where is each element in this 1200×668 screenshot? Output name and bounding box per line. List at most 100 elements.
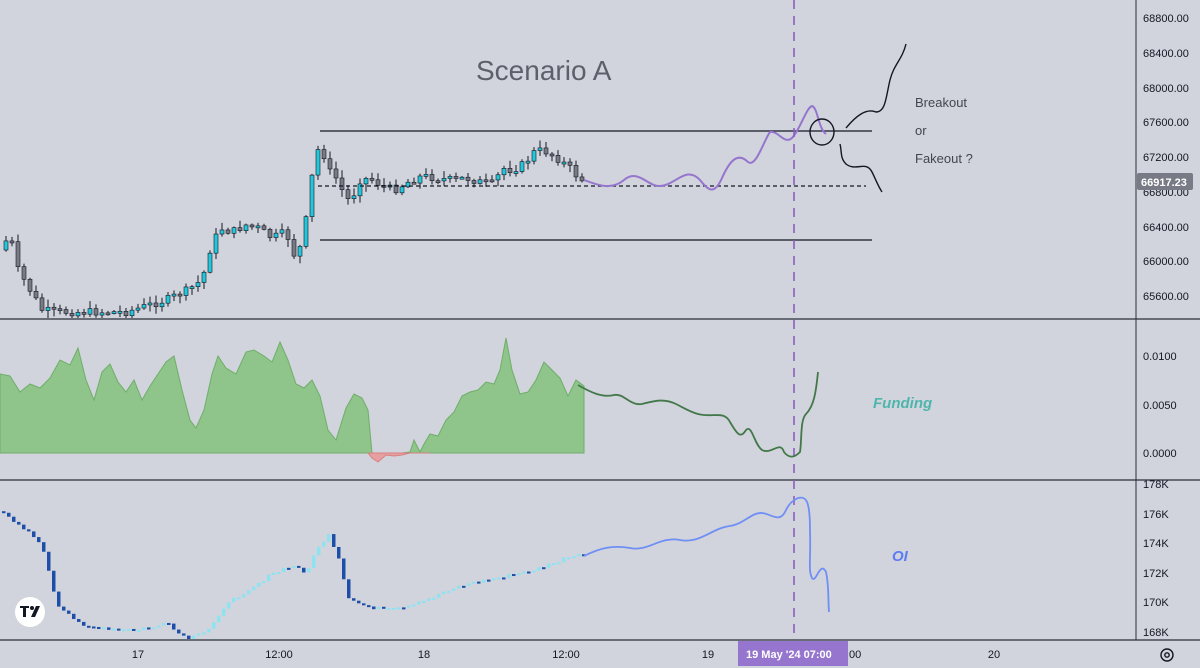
oi-candle-body xyxy=(42,542,46,552)
oi-candle-body xyxy=(92,626,96,629)
price-candle-body xyxy=(411,181,417,185)
oi-tick-label: 168K xyxy=(1143,627,1169,639)
oi-candle-body xyxy=(277,572,281,575)
oi-candle-body xyxy=(417,601,421,605)
oi-candle-body xyxy=(382,606,386,609)
price-candle-body xyxy=(141,304,147,309)
oi-candle-body xyxy=(397,607,401,610)
price-tick-label: 68000.00 xyxy=(1143,83,1189,95)
price-tick-label: 67200.00 xyxy=(1143,152,1189,164)
scenario-title: Scenario A xyxy=(476,55,612,86)
oi-candle-body xyxy=(122,629,126,632)
price-candle-body xyxy=(15,241,21,267)
last-price-value: 66917.23 xyxy=(1141,177,1187,189)
price-tick-label: 65600.00 xyxy=(1143,291,1189,303)
oi-candle-body xyxy=(162,622,166,626)
price-candle-body xyxy=(543,147,549,155)
price-candle-body xyxy=(507,168,513,173)
price-candle-body xyxy=(477,179,483,184)
oi-candle-body xyxy=(252,586,256,591)
price-candle-body xyxy=(471,180,477,184)
oi-candle-body xyxy=(137,629,141,632)
oi-candle-body xyxy=(217,615,221,623)
oi-candle-body xyxy=(12,516,16,522)
price-candle-body xyxy=(225,229,231,234)
oi-candle-body xyxy=(437,593,441,598)
price-tick-label: 67600.00 xyxy=(1143,117,1189,129)
oi-candle-body xyxy=(462,585,466,588)
oi-candle-body xyxy=(377,606,381,610)
oi-candle-body xyxy=(352,598,356,601)
oi-candle-body xyxy=(117,628,121,631)
price-candle-body xyxy=(315,149,321,176)
oi-candle-body xyxy=(107,627,111,630)
funding-area xyxy=(0,337,585,463)
price-candle-body xyxy=(531,150,537,162)
price-candle-body xyxy=(255,225,261,229)
price-candle-body xyxy=(183,286,189,296)
price-candle-body xyxy=(207,252,213,273)
oi-axis[interactable]: 178K 176K 174K 172K 170K 168K xyxy=(1143,479,1169,639)
oi-forecast-path[interactable] xyxy=(583,496,830,613)
oi-candle-body xyxy=(237,597,241,600)
oi-candle-body xyxy=(432,597,436,600)
price-candle-body xyxy=(291,239,297,257)
funding-tick-label: 0.0000 xyxy=(1143,448,1177,460)
price-candle-body xyxy=(405,181,411,188)
gear-icon[interactable] xyxy=(1160,648,1174,662)
price-candle-body xyxy=(297,246,303,257)
price-candle-body xyxy=(573,165,579,178)
oi-tick-label: 178K xyxy=(1143,479,1169,491)
funding-forecast-path[interactable] xyxy=(577,371,819,458)
oi-candle-body xyxy=(317,546,321,556)
time-axis[interactable]: 17 12:00 18 12:00 19 20 xyxy=(132,649,1000,661)
funding-axis[interactable]: 0.0100 0.0050 0.0000 xyxy=(1143,351,1177,460)
oi-candle-body xyxy=(537,567,541,571)
oi-candle-body xyxy=(32,531,36,538)
fakeout-path-annotation[interactable] xyxy=(839,143,883,193)
time-marker-badge[interactable] xyxy=(738,641,848,666)
oi-candle-body xyxy=(257,582,261,587)
price-candle-body xyxy=(171,293,177,297)
oi-tick-label: 172K xyxy=(1143,568,1169,580)
tradingview-logo-icon[interactable] xyxy=(15,597,45,627)
oi-candle-body xyxy=(362,603,366,606)
price-candle-body xyxy=(537,147,543,151)
oi-candle-body xyxy=(52,570,56,592)
oi-candle-body xyxy=(227,602,231,609)
oi-candle-body xyxy=(562,557,566,563)
oi-candle-body xyxy=(477,581,481,584)
price-candle-body xyxy=(435,180,441,183)
oi-candle-body xyxy=(297,565,301,568)
price-candle-body xyxy=(453,176,459,179)
price-candle-body xyxy=(153,302,159,308)
price-tick-label: 68800.00 xyxy=(1143,13,1189,25)
price-candle-body xyxy=(327,158,333,170)
funding-tick-label: 0.0050 xyxy=(1143,400,1177,412)
price-candle-body xyxy=(39,297,45,311)
oi-candle-body xyxy=(37,537,41,543)
time-tick-partial: :00 xyxy=(846,649,861,661)
oi-candle-body xyxy=(82,621,86,626)
price-candle-body xyxy=(57,308,63,311)
breakout-path-annotation[interactable] xyxy=(845,43,907,129)
price-tick-label: 66400.00 xyxy=(1143,222,1189,234)
price-candle-body xyxy=(321,149,327,160)
oi-candle-body xyxy=(357,600,361,604)
price-axis[interactable]: 68800.00 68400.00 68000.00 67600.00 67200.00… xyxy=(1143,13,1189,303)
breakout-circle-annotation[interactable] xyxy=(809,118,835,146)
price-candle-body xyxy=(105,312,111,316)
price-candle-body xyxy=(3,240,9,251)
price-candle-body xyxy=(525,160,531,164)
price-candle-body xyxy=(63,309,69,314)
price-candle-body xyxy=(351,195,357,199)
oi-tick-label: 174K xyxy=(1143,538,1169,550)
or-label: or xyxy=(915,123,927,138)
oi-candle-body xyxy=(402,607,406,610)
price-forecast-path[interactable] xyxy=(583,104,827,191)
oi-candle-body xyxy=(232,597,236,603)
oi-candle-body xyxy=(192,635,196,639)
price-candle-body xyxy=(369,178,375,181)
